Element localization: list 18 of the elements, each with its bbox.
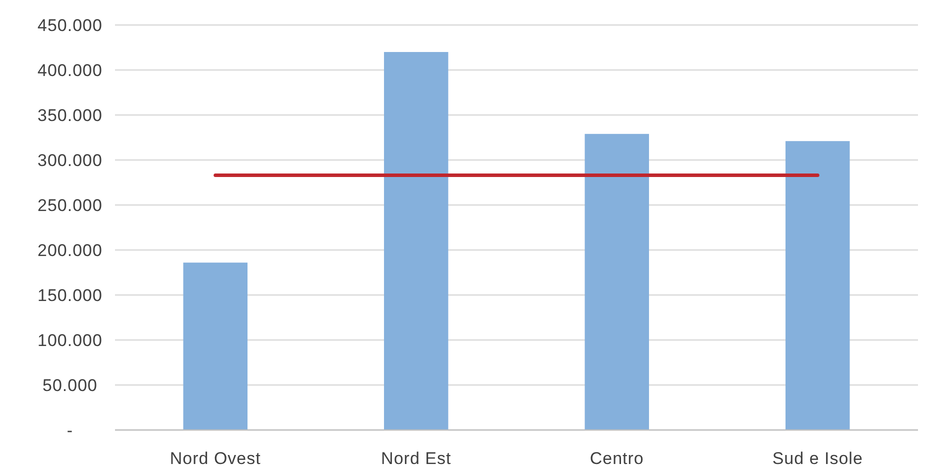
- y-tick-label: 350.000: [38, 106, 102, 125]
- y-tick-label: 250.000: [38, 196, 102, 215]
- x-tick-label: Sud e Isole: [772, 449, 863, 468]
- x-tick-label: Centro: [590, 449, 644, 468]
- bar: [384, 52, 448, 430]
- bar: [183, 262, 248, 430]
- y-tick-label: 100.000: [38, 330, 102, 350]
- y-tick-label: 450.000: [38, 16, 102, 35]
- x-tick-label: Nord Ovest: [170, 449, 261, 468]
- x-tick-label: Nord Est: [381, 449, 452, 468]
- y-tick-label: 200.000: [38, 240, 102, 260]
- y-tick-label: 150.000: [38, 286, 102, 305]
- y-tick-label: 400.000: [38, 60, 102, 80]
- bar: [786, 141, 850, 430]
- bar: [584, 134, 649, 430]
- y-tick-label: -: [66, 420, 74, 440]
- y-tick-label: 50.000: [42, 376, 98, 395]
- y-tick-label: 300.000: [38, 150, 102, 170]
